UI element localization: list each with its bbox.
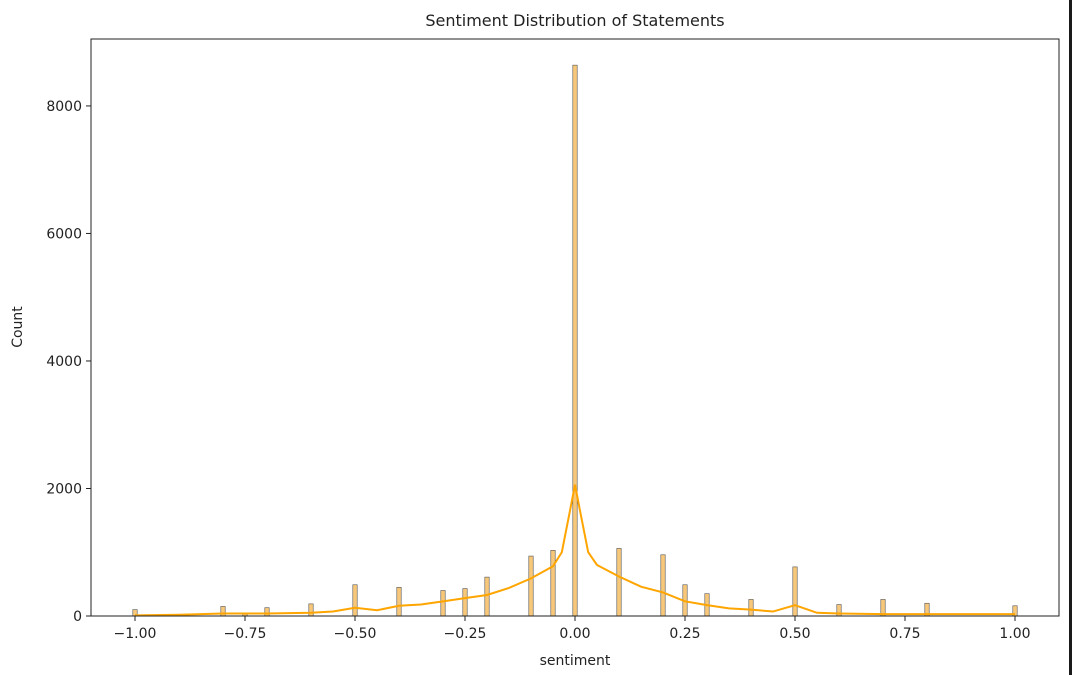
y-axis-label: Count — [10, 306, 26, 348]
window-edge — [1069, 0, 1072, 675]
x-tick-label: −0.25 — [444, 626, 487, 642]
y-tick-label: 4000 — [46, 354, 82, 370]
histogram-bar — [220, 606, 226, 617]
histogram-bar — [462, 588, 468, 617]
histogram-bar — [396, 587, 402, 617]
x-tick-label: 0.75 — [889, 626, 920, 642]
histogram-bar — [792, 566, 798, 617]
x-axis-label: sentiment — [540, 653, 611, 669]
kde-curve — [134, 484, 1015, 617]
histogram-bar — [550, 550, 556, 617]
y-tick-label: 8000 — [46, 99, 82, 115]
histogram-bar — [352, 584, 358, 617]
histogram-bar — [484, 576, 490, 617]
y-tick-label: 2000 — [46, 481, 82, 497]
x-tick-label: −0.75 — [224, 626, 267, 642]
histogram-bars — [132, 64, 1018, 617]
x-tick-label: 0.50 — [779, 626, 810, 642]
x-tick-label: −1.00 — [114, 626, 157, 642]
histogram-bar — [616, 548, 622, 617]
x-tick-label: 0.00 — [559, 626, 590, 642]
histogram-bar — [308, 603, 314, 617]
histogram-bar — [440, 590, 446, 617]
x-tick-label: 0.25 — [669, 626, 700, 642]
x-tick-label: −0.50 — [334, 626, 377, 642]
histogram-bar — [528, 555, 534, 617]
y-axis-ticks: 0 2000 4000 6000 8000 — [46, 99, 91, 625]
x-axis-ticks: −1.00 −0.75 −0.50 −0.25 0.00 0.25 0.50 0.75 1.00 — [114, 616, 1031, 642]
histogram-bar — [264, 607, 270, 617]
x-tick-label: 1.00 — [999, 626, 1030, 642]
histogram-bar — [660, 554, 666, 617]
y-tick-label: 0 — [73, 609, 82, 625]
histogram-bar — [572, 64, 578, 617]
chart-title: Sentiment Distribution of Statements — [425, 11, 724, 30]
y-tick-label: 6000 — [46, 226, 82, 242]
histogram-bar — [748, 599, 754, 617]
